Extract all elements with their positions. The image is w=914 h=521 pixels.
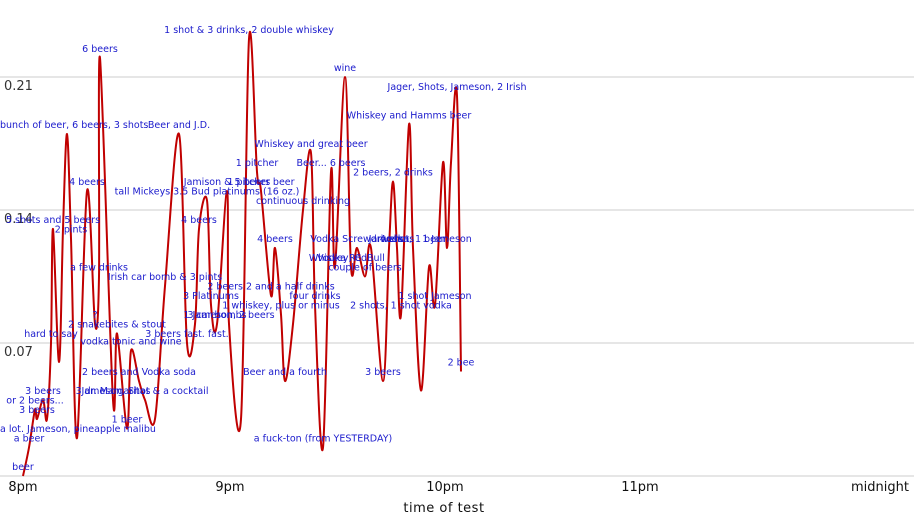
x-axis-ticks: 8pm 9pm 10pm 11pm midnight [8, 480, 909, 495]
data-annotation: couple of beers [328, 263, 401, 274]
data-annotation: 1 pitcher beer [227, 177, 294, 188]
data-annotation: 4 beers [257, 234, 293, 245]
data-annotation: bunch of beer, 6 beers, 3 shots [0, 120, 148, 131]
data-annotation: wine [334, 63, 356, 74]
data-annotation: Jameson [368, 234, 410, 245]
x-tick-label: midnight [851, 480, 909, 495]
data-annotation: 1 beer [112, 415, 143, 426]
data-annotation: a few drinks [70, 263, 128, 274]
data-annotation: 1 shot Jameson [398, 291, 471, 302]
data-annotation: 5 shots and 5 beers [6, 215, 100, 226]
data-annotation: hard to say [24, 329, 78, 340]
data-annotation: Jager, Shots, Jameson, 2 Irish [387, 82, 527, 93]
data-annotation: a beer [14, 434, 45, 445]
data-annotation: 4 shots [380, 234, 415, 245]
data-annotation: 1 Jameson, 2 beers [183, 310, 274, 321]
data-annotation: or 2 beers... [6, 396, 63, 407]
data-annotation: Vodka RedBull [317, 253, 385, 264]
x-tick-label: 10pm [426, 480, 463, 495]
data-annotation: Beer and a fourth [243, 367, 327, 378]
x-tick-label: 8pm [8, 480, 37, 495]
data-annotation: Whiskey and great beer [254, 139, 367, 150]
data-annotation: 2 pints [55, 225, 87, 236]
y-tick-label: 0.07 [4, 345, 33, 360]
data-annotation: 1 pitcher [236, 158, 279, 169]
data-annotation: a lot. Jameson, pineapple malibu [0, 424, 156, 435]
data-annotation: 3 beers fast. fast. [145, 329, 228, 340]
data-annotation: vodka, 1 beer [380, 234, 445, 245]
data-annotation: Whiskey, C [309, 253, 362, 264]
data-annotation: 1 whiskey, plus or minus [222, 301, 339, 312]
data-annotation: Vodka Screwdrivers [310, 234, 403, 245]
data-annotation: Jameson, Shot & a cocktail [80, 386, 208, 397]
data-annotation: 1 shot & 3 drinks, 2 double whiskey [164, 25, 334, 36]
x-axis-label: time of test [403, 501, 484, 516]
x-tick-label: 11pm [621, 480, 658, 495]
x-tick-label: 9pm [215, 480, 244, 495]
data-annotation: Whiskey and Hamms beer [347, 111, 472, 122]
data-annotation: 4 beers [181, 215, 217, 226]
gridlines [0, 76, 914, 477]
data-annotation: 3 beers [19, 405, 55, 416]
data-annotation: 2 beers 2 and a half drinks [207, 282, 334, 293]
data-annotation: ? [92, 310, 97, 321]
data-annotation: Irish car bomb & 3 pints [108, 272, 222, 283]
data-annotation: 3 beers [25, 386, 61, 397]
data-annotation: beer [12, 462, 34, 473]
data-annotation: Beer and J.D. [148, 120, 210, 131]
data-annotation: 6 beers [82, 44, 118, 55]
data-annotation: continuous drinking [256, 196, 350, 207]
data-annotation: 1 Jameson [422, 234, 472, 245]
data-annotation: Jamison & 5 beers [183, 177, 270, 188]
data-annotation: 2 shots, 1 shot vodka [350, 301, 452, 312]
data-annotation: 2 beers, 2 drinks [353, 168, 433, 179]
data-annotation: 3 beers [365, 367, 401, 378]
y-tick-label: 0.14 [4, 212, 33, 227]
data-annotation: 3 Platinums [183, 291, 239, 302]
data-annotation: 2 beers and Vodka soda [82, 367, 196, 378]
data-annotation: 2 snakebites & stout [68, 320, 166, 331]
data-annotation: a fuck-ton (from YESTERDAY) [254, 434, 392, 445]
data-annotation: 4 beers [69, 177, 105, 188]
data-annotation: four drinks [289, 291, 340, 302]
data-annotation: tall Mickeys 3.5 Bud platinums (16 oz.) [115, 187, 300, 198]
data-annotation: 3 car bombs [187, 310, 246, 321]
data-annotation: 2 bee [448, 358, 475, 369]
y-tick-label: 0.21 [4, 79, 33, 94]
y-axis-ticks: 0.07 0.14 0.21 [4, 79, 33, 360]
series-line [22, 30, 462, 477]
data-annotation: 3 dr. Margaritas [76, 386, 151, 397]
data-annotation: vodka tonic and wine [80, 337, 181, 348]
data-annotation: Beer... 6 beers [297, 158, 366, 169]
